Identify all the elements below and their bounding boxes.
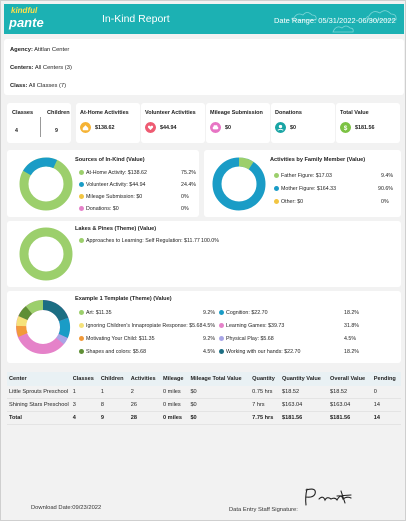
legend-dot — [79, 238, 84, 243]
car-icon — [210, 122, 221, 133]
legend-dot — [274, 199, 279, 204]
class-row: Class: All Classes (7) — [10, 83, 67, 89]
legend-dot — [79, 336, 84, 341]
legend-dot — [79, 170, 84, 175]
legend-dot — [219, 310, 224, 315]
legend-dot — [79, 323, 84, 328]
legend-dot — [274, 186, 279, 191]
legend-dot — [79, 182, 84, 187]
legend-dot — [219, 323, 224, 328]
family-slice-father — [238, 157, 254, 170]
example-card: Example 1 Template (Theme) (Value) Art: … — [7, 291, 401, 363]
brand-logo: kindful pante — [9, 6, 44, 30]
col-overall-value: Overall Value — [327, 372, 372, 386]
table-header-row: Center Classes Children Activities Milea… — [7, 372, 401, 386]
counts-divider — [40, 117, 41, 137]
counts-card: Classes Children 4 9 — [7, 103, 71, 143]
family-donut-chart — [212, 157, 266, 211]
family-slice-mother — [212, 157, 266, 211]
col-quantity-value: Quantity Value — [280, 372, 328, 386]
col-center: Center — [7, 372, 71, 386]
svg-text:$: $ — [344, 125, 348, 132]
stat-card-total: Total Value $ $181.56 — [336, 103, 400, 143]
stat-card-at-home: At-Home Activities $138.62 — [76, 103, 140, 143]
home-icon — [80, 122, 91, 133]
lakes-donut-chart — [19, 227, 73, 281]
example-slice-ignoring — [16, 316, 28, 327]
legend-dot — [79, 206, 84, 211]
centers-row: Centers: All Centers (3) — [10, 65, 72, 71]
sources-donut-chart — [19, 157, 73, 211]
agency-row: Agency: Atitlan Center — [10, 47, 70, 53]
example-slice-cognition — [58, 317, 70, 338]
clouds-decoration — [291, 10, 397, 33]
stat-card-volunteer: Volunteer Activities $44.94 — [141, 103, 205, 143]
col-activities: Activities — [128, 372, 161, 386]
example-slice-art — [25, 299, 44, 315]
legend-dot — [79, 194, 84, 199]
legend-dot — [79, 310, 84, 315]
summary-table: Center Classes Children Activities Milea… — [7, 372, 401, 425]
signature-image — [305, 488, 352, 506]
col-quantity: Quantity — [250, 372, 281, 386]
date-range: Date Range: 05/31/2022-06/30/2022 — [274, 16, 396, 25]
legend-dot — [219, 336, 224, 341]
col-pending: Pending — [371, 372, 401, 386]
donation-icon — [275, 122, 286, 133]
info-card: Agency: Atitlan Center Centers: All Cent… — [4, 39, 404, 95]
example-slice-working-hands — [42, 300, 69, 322]
signature-label: Data Entry Staff Signature: — [229, 507, 298, 513]
sources-card: Sources of In-Kind (Value) At-Home Activ… — [7, 150, 199, 217]
legend-dot — [79, 349, 84, 354]
heart-hand-icon — [145, 122, 156, 133]
sources-slice-volunteer — [23, 157, 58, 176]
table-total-row: Total 4 9 28 0 miles $0 7.75 hrs $181.56… — [7, 411, 401, 425]
legend-dot — [274, 173, 279, 178]
family-card: Activities by Family Member (Value) Fath… — [204, 150, 401, 217]
stat-card-donations: Donations $0 — [271, 103, 335, 143]
col-mileage: Mileage — [161, 372, 189, 386]
lakes-card: Lakes & Pines (Theme) (Value) Approaches… — [7, 221, 401, 287]
example-slice-motivating — [16, 325, 28, 337]
download-date: Download Date:09/23/2022 — [31, 505, 102, 511]
col-mileage-total: Mileage Total Value — [188, 372, 251, 386]
stat-card-mileage: Mileage Submission $0 — [206, 103, 270, 143]
report-title: In-Kind Report — [102, 13, 170, 25]
col-children: Children — [98, 372, 129, 386]
col-classes: Classes — [70, 372, 99, 386]
table-row: Little Sprouts Preschool 1 1 2 0 miles $… — [7, 386, 401, 399]
example-donut-chart — [16, 299, 70, 354]
dollar-icon: $ — [340, 122, 351, 133]
example-slice-shapes — [18, 306, 33, 321]
table-row: Shining Stars Preschool 3 8 26 0 miles $… — [7, 398, 401, 412]
lakes-slice-self-regulation — [19, 227, 73, 281]
example-slice-physical-play — [56, 333, 68, 345]
report-header: kindful pante In-Kind Report Date Range:… — [4, 4, 404, 34]
legend-dot — [219, 349, 224, 354]
